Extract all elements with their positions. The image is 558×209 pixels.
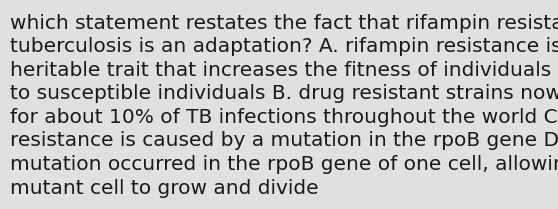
Text: heritable trait that increases the fitness of individuals compared: heritable trait that increases the fitne… <box>10 61 558 80</box>
Text: for about 10% of TB infections throughout the world C. rifampin: for about 10% of TB infections throughou… <box>10 108 558 127</box>
Text: mutant cell to grow and divide: mutant cell to grow and divide <box>10 178 319 198</box>
Text: tuberculosis is an adaptation? A. rifampin resistance is a: tuberculosis is an adaptation? A. rifamp… <box>10 37 558 56</box>
Text: which statement restates the fact that rifampin resistance in M.: which statement restates the fact that r… <box>10 14 558 33</box>
Text: resistance is caused by a mutation in the rpoB gene D. a: resistance is caused by a mutation in th… <box>10 131 558 150</box>
Text: to susceptible individuals B. drug resistant strains now account: to susceptible individuals B. drug resis… <box>10 84 558 103</box>
Text: mutation occurred in the rpoB gene of one cell, allowing the: mutation occurred in the rpoB gene of on… <box>10 155 558 174</box>
